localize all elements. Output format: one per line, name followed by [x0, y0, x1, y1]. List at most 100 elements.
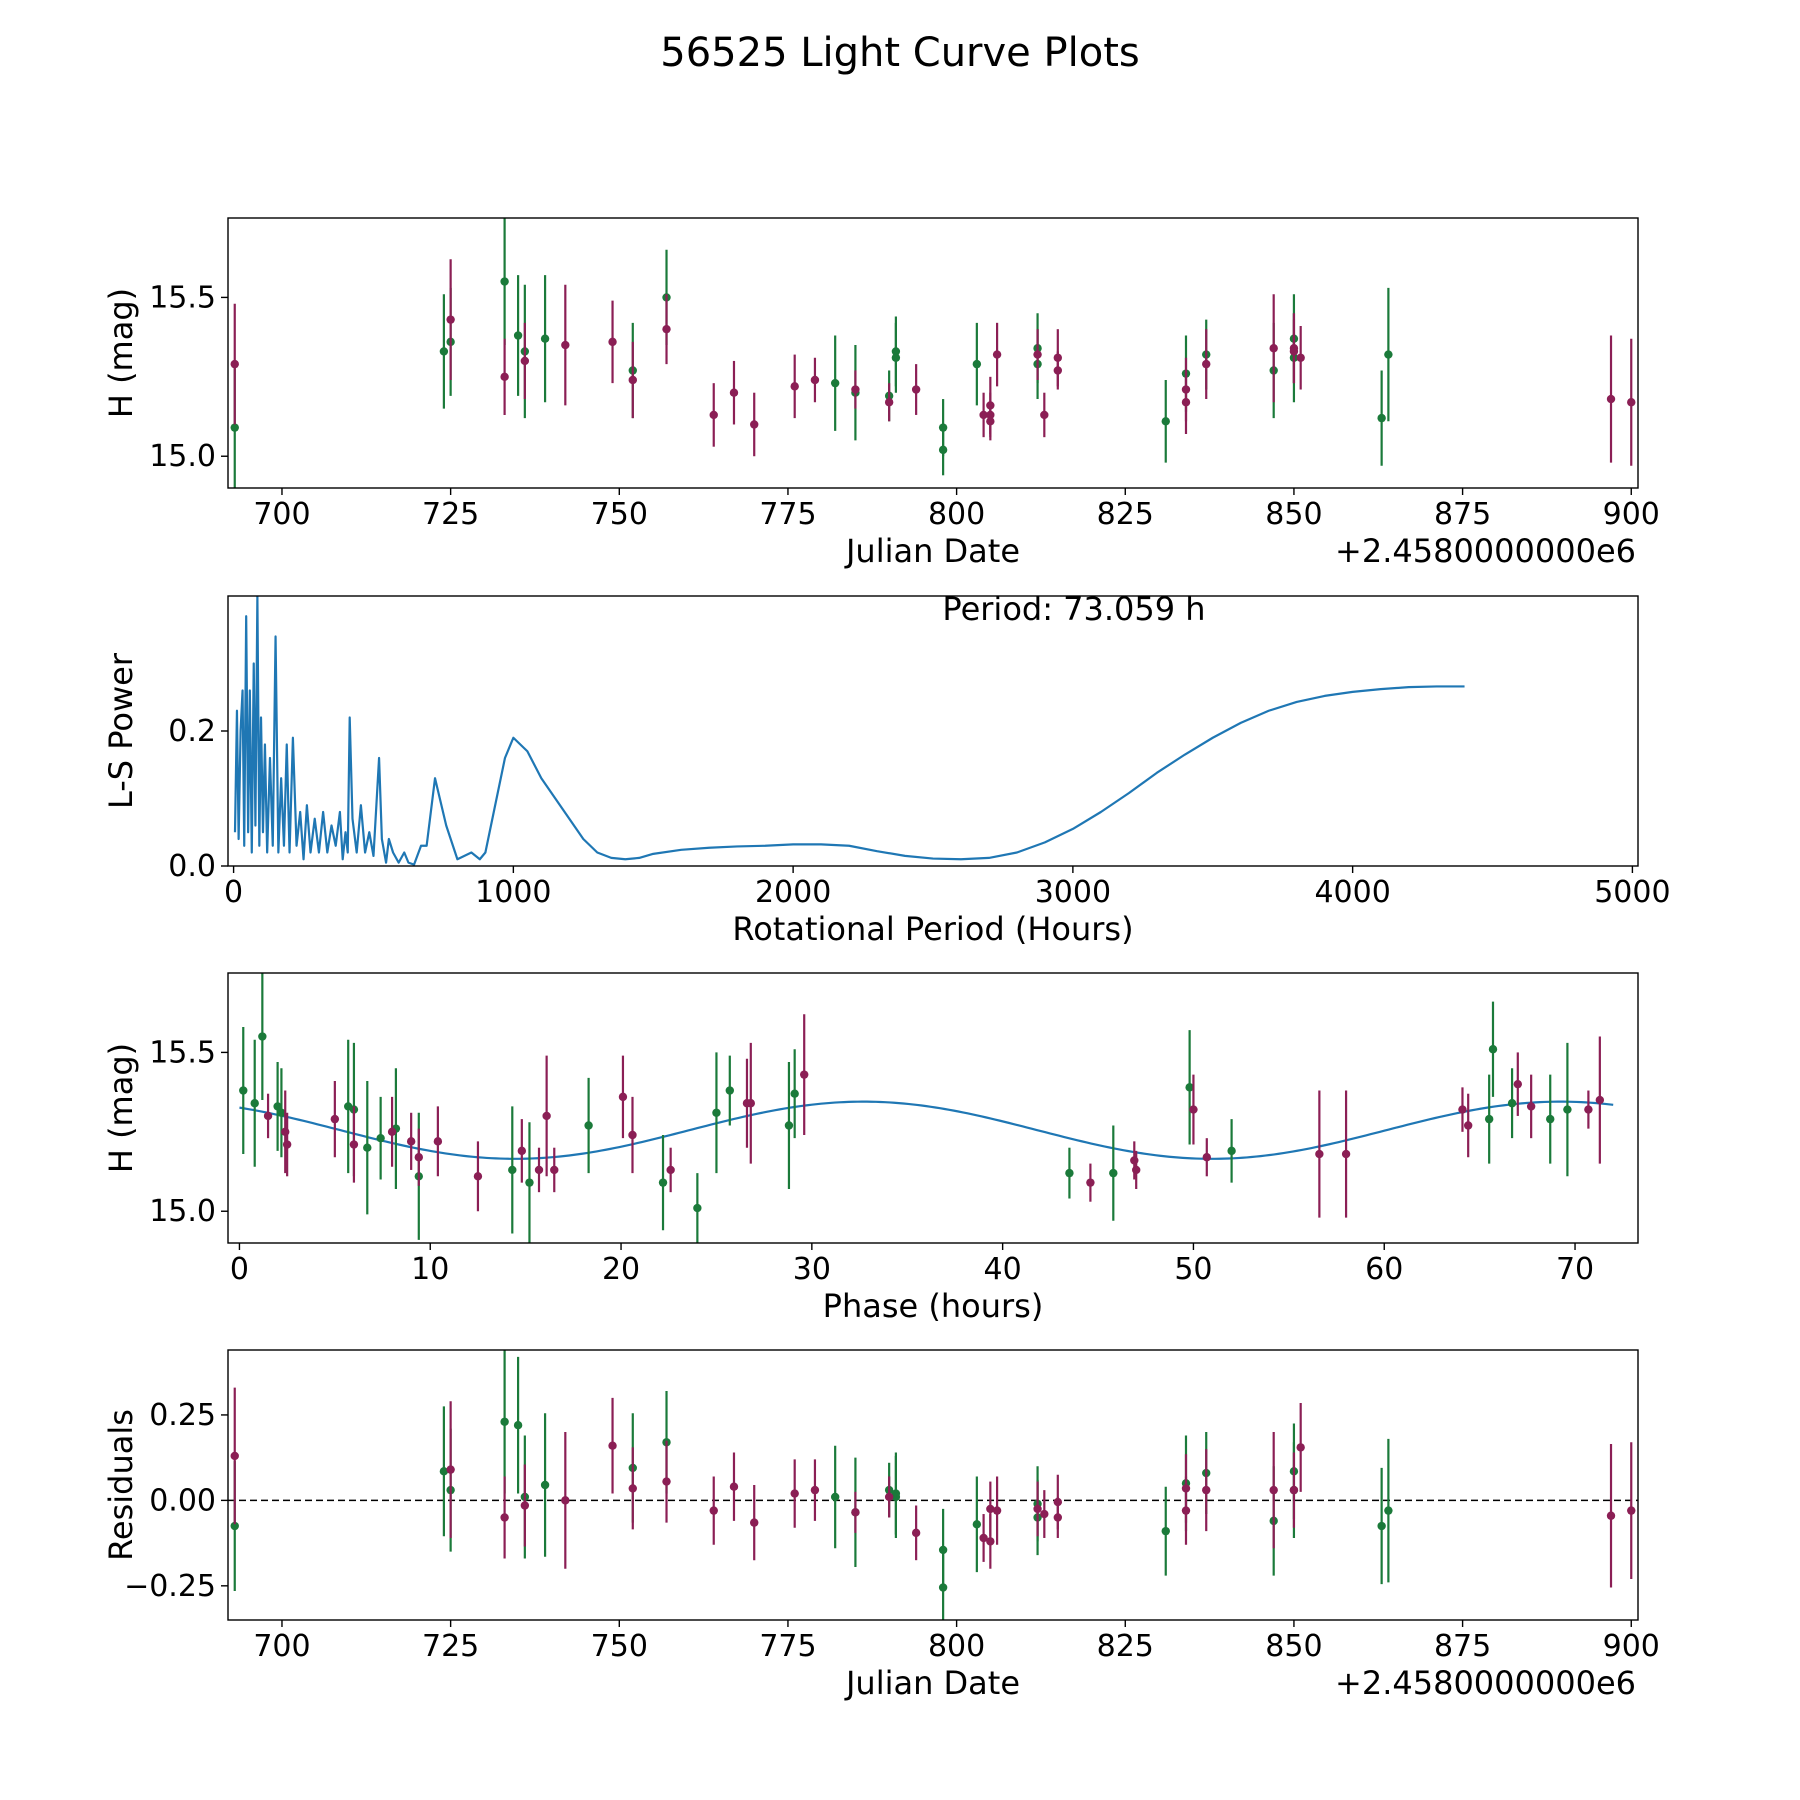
data-point-magenta	[561, 340, 570, 350]
plot-area	[239, 973, 1614, 1243]
data-point-magenta	[790, 382, 799, 391]
data-point-magenta	[1584, 1105, 1593, 1114]
data-point-magenta	[534, 1165, 544, 1175]
data-point-magenta	[500, 372, 509, 382]
data-point-green	[784, 1121, 794, 1130]
data-point-magenta	[810, 375, 820, 385]
periodogram-line	[233, 596, 1465, 866]
data-point-magenta	[884, 1492, 894, 1502]
data-point-green	[513, 1420, 523, 1430]
y-tick-label: −0.25	[124, 1569, 216, 1604]
data-point-green	[938, 1583, 948, 1592]
data-point-magenta	[1181, 1484, 1191, 1493]
data-point-magenta	[1181, 385, 1191, 394]
x-tick-label: 750	[591, 497, 648, 532]
y-tick-label: 0.00	[149, 1483, 216, 1518]
data-point-magenta	[330, 1114, 340, 1124]
x-tick-label: 750	[591, 1629, 648, 1664]
x-tick-label: 725	[422, 497, 479, 532]
data-point-magenta	[550, 1165, 559, 1175]
plot-area	[228, 1350, 1638, 1620]
period-annotation: Period: 73.059 h	[942, 590, 1205, 628]
data-point-magenta	[1040, 1509, 1049, 1519]
data-point-magenta	[542, 1111, 551, 1121]
x-tick-label: 60	[1365, 1252, 1403, 1287]
data-point-green	[230, 1521, 239, 1531]
x-tick-label: 850	[1265, 497, 1322, 532]
x-tick-label: 3000	[1035, 875, 1111, 910]
x-tick-label: 775	[759, 497, 816, 532]
data-point-green	[1507, 1099, 1517, 1108]
data-point-green	[376, 1133, 385, 1143]
y-tick-label: 15.0	[149, 1194, 216, 1229]
x-tick-label: 825	[1097, 1629, 1154, 1664]
data-point-magenta	[1627, 1506, 1636, 1515]
data-point-magenta	[1606, 394, 1616, 404]
data-point-green	[1065, 1168, 1074, 1178]
x-axis-offset-label: +2.4580000000e6	[1335, 1664, 1636, 1702]
x-axis-label: Julian Date	[844, 532, 1020, 570]
data-point-magenta	[406, 1137, 416, 1146]
data-point-green	[500, 1417, 509, 1426]
data-point-magenta	[1040, 410, 1049, 420]
data-point-green	[891, 353, 901, 362]
data-point-magenta	[1513, 1079, 1522, 1089]
data-point-green	[439, 347, 449, 356]
data-point-green	[830, 1492, 840, 1502]
data-point-green	[239, 1086, 248, 1095]
x-tick-label: 0	[230, 1252, 249, 1287]
data-point-magenta	[628, 1484, 637, 1493]
data-point-green	[1377, 1521, 1386, 1531]
data-point-green	[891, 1492, 901, 1502]
data-point-magenta	[1289, 347, 1299, 356]
data-point-magenta	[1202, 1485, 1211, 1495]
data-point-magenta	[750, 420, 759, 429]
data-point-green	[1227, 1146, 1236, 1156]
data-point-magenta	[1189, 1105, 1198, 1114]
data-point-magenta	[851, 1508, 860, 1517]
data-point-magenta	[473, 1172, 483, 1181]
x-tick-label: 825	[1097, 497, 1154, 532]
y-tick-label: 0.0	[168, 849, 216, 884]
x-tick-label: 0	[224, 875, 243, 910]
data-point-magenta	[387, 1127, 397, 1137]
data-point-green	[1563, 1105, 1572, 1114]
data-point-magenta	[709, 1506, 718, 1515]
plot-area	[230, 218, 1636, 488]
y-axis-label: H (mag)	[102, 1043, 140, 1173]
data-point-green	[258, 1032, 267, 1041]
y-tick-label: 0.2	[168, 714, 216, 749]
data-point-magenta	[446, 1465, 455, 1474]
data-point-magenta	[1289, 1485, 1299, 1495]
y-tick-label: 15.0	[149, 439, 216, 474]
data-point-magenta	[750, 1518, 759, 1527]
data-point-green	[1377, 413, 1386, 423]
data-point-magenta	[1086, 1178, 1095, 1187]
data-point-magenta	[608, 1441, 617, 1450]
data-point-magenta	[608, 337, 617, 347]
y-axis-label: H (mag)	[102, 288, 140, 418]
x-tick-label: 4000	[1314, 875, 1390, 910]
data-point-green	[508, 1165, 517, 1175]
data-point-magenta	[349, 1140, 359, 1149]
data-point-magenta	[1033, 350, 1042, 359]
y-axis-label: L-S Power	[102, 652, 140, 809]
data-point-magenta	[1202, 359, 1211, 369]
data-point-magenta	[1053, 353, 1063, 362]
figure-title: 56525 Light Curve Plots	[660, 30, 1139, 76]
data-point-magenta	[446, 315, 455, 324]
x-axis-label: Rotational Period (Hours)	[732, 910, 1133, 948]
x-tick-label: 875	[1434, 497, 1491, 532]
data-point-magenta	[230, 1451, 239, 1461]
x-tick-label: 775	[759, 1629, 816, 1664]
data-point-magenta	[729, 1482, 739, 1491]
data-point-magenta	[628, 375, 637, 385]
data-point-green	[1384, 1506, 1393, 1515]
axes-frame	[227, 972, 1639, 1244]
data-point-magenta	[810, 1485, 820, 1495]
data-point-green	[277, 1108, 286, 1117]
data-point-magenta	[911, 385, 921, 394]
data-point-magenta	[1296, 1443, 1305, 1452]
data-point-magenta	[1458, 1105, 1467, 1114]
data-point-magenta	[979, 410, 988, 420]
